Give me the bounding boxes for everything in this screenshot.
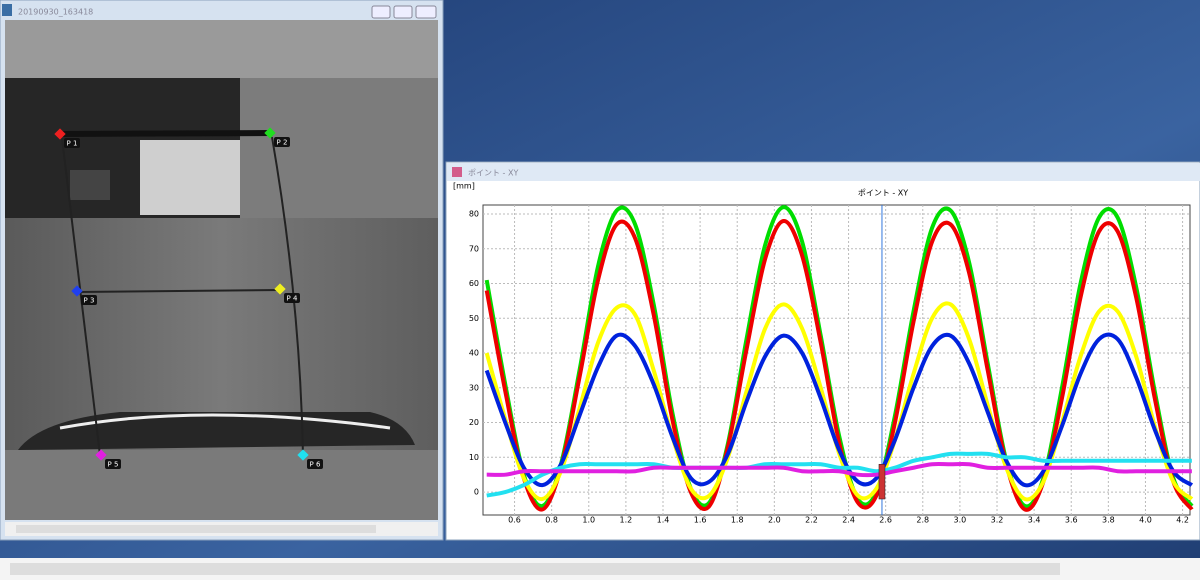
x-tick-label: 2.8 bbox=[916, 516, 929, 525]
x-tick-label: 3.2 bbox=[991, 516, 1004, 525]
image-window: 20190930_163418 bbox=[0, 0, 444, 541]
close-button[interactable] bbox=[415, 5, 437, 19]
y-tick-label: 80 bbox=[469, 210, 479, 219]
window-title: 20190930_163418 bbox=[18, 8, 93, 17]
tracking-point bbox=[274, 283, 286, 295]
cursor-marker bbox=[878, 464, 886, 500]
x-tick-label: 2.0 bbox=[768, 516, 781, 525]
x-tick-label: 3.8 bbox=[1102, 516, 1115, 525]
point-label: P 5 bbox=[108, 461, 119, 469]
point-label-box bbox=[284, 293, 300, 303]
x-tick-label: 3.6 bbox=[1065, 516, 1078, 525]
series-line bbox=[484, 218, 1194, 512]
minimize-button[interactable] bbox=[371, 5, 391, 19]
maximize-button[interactable] bbox=[393, 5, 413, 19]
y-unit: [mm] bbox=[453, 182, 475, 191]
series-line bbox=[486, 451, 1192, 498]
point-label: P 2 bbox=[277, 139, 288, 147]
window-icon bbox=[2, 4, 12, 16]
point-label-box bbox=[274, 137, 290, 147]
x-tick-label: 1.8 bbox=[731, 516, 744, 525]
x-tick-label: 1.6 bbox=[694, 516, 707, 525]
y-tick-label: 30 bbox=[469, 383, 479, 392]
series-line bbox=[486, 462, 1192, 478]
y-tick-label: 20 bbox=[469, 418, 479, 427]
x-tick-label: 3.4 bbox=[1028, 516, 1041, 525]
point-label: P 4 bbox=[287, 295, 298, 303]
x-tick-label: 1.2 bbox=[620, 516, 633, 525]
x-tick-label: 1.4 bbox=[657, 516, 670, 525]
tracking-point bbox=[297, 449, 309, 461]
x-tick-label: 2.6 bbox=[879, 516, 892, 525]
point-label-box bbox=[307, 459, 323, 469]
tracking-point bbox=[54, 128, 66, 140]
point-label-box bbox=[64, 138, 80, 148]
point-label: P 1 bbox=[67, 140, 78, 148]
y-tick-label: 40 bbox=[469, 349, 479, 358]
y-tick-label: 10 bbox=[469, 453, 479, 462]
x-tick-label: 0.6 bbox=[508, 516, 521, 525]
y-tick-label: 0 bbox=[474, 488, 479, 497]
y-tick-label: 50 bbox=[469, 314, 479, 323]
window-title: ポイント - XY bbox=[468, 169, 518, 178]
series-line bbox=[484, 332, 1194, 488]
point-label-box bbox=[81, 295, 97, 305]
x-tick-label: 2.2 bbox=[805, 516, 818, 525]
chart-title: ポイント - XY bbox=[858, 189, 908, 198]
x-tick-label: 1.0 bbox=[582, 516, 595, 525]
point-label: P 3 bbox=[84, 297, 95, 305]
tracking-point bbox=[264, 127, 276, 139]
x-tick-label: 4.2 bbox=[1176, 516, 1189, 525]
x-tick-label: 4.0 bbox=[1139, 516, 1152, 525]
x-tick-label: 2.4 bbox=[842, 516, 855, 525]
y-tick-label: 70 bbox=[469, 244, 479, 253]
y-tick-label: 60 bbox=[469, 279, 479, 288]
point-label: P 6 bbox=[310, 461, 321, 469]
x-tick-label: 3.0 bbox=[954, 516, 967, 525]
x-tick-label: 0.8 bbox=[545, 516, 558, 525]
point-label-box bbox=[105, 459, 121, 469]
